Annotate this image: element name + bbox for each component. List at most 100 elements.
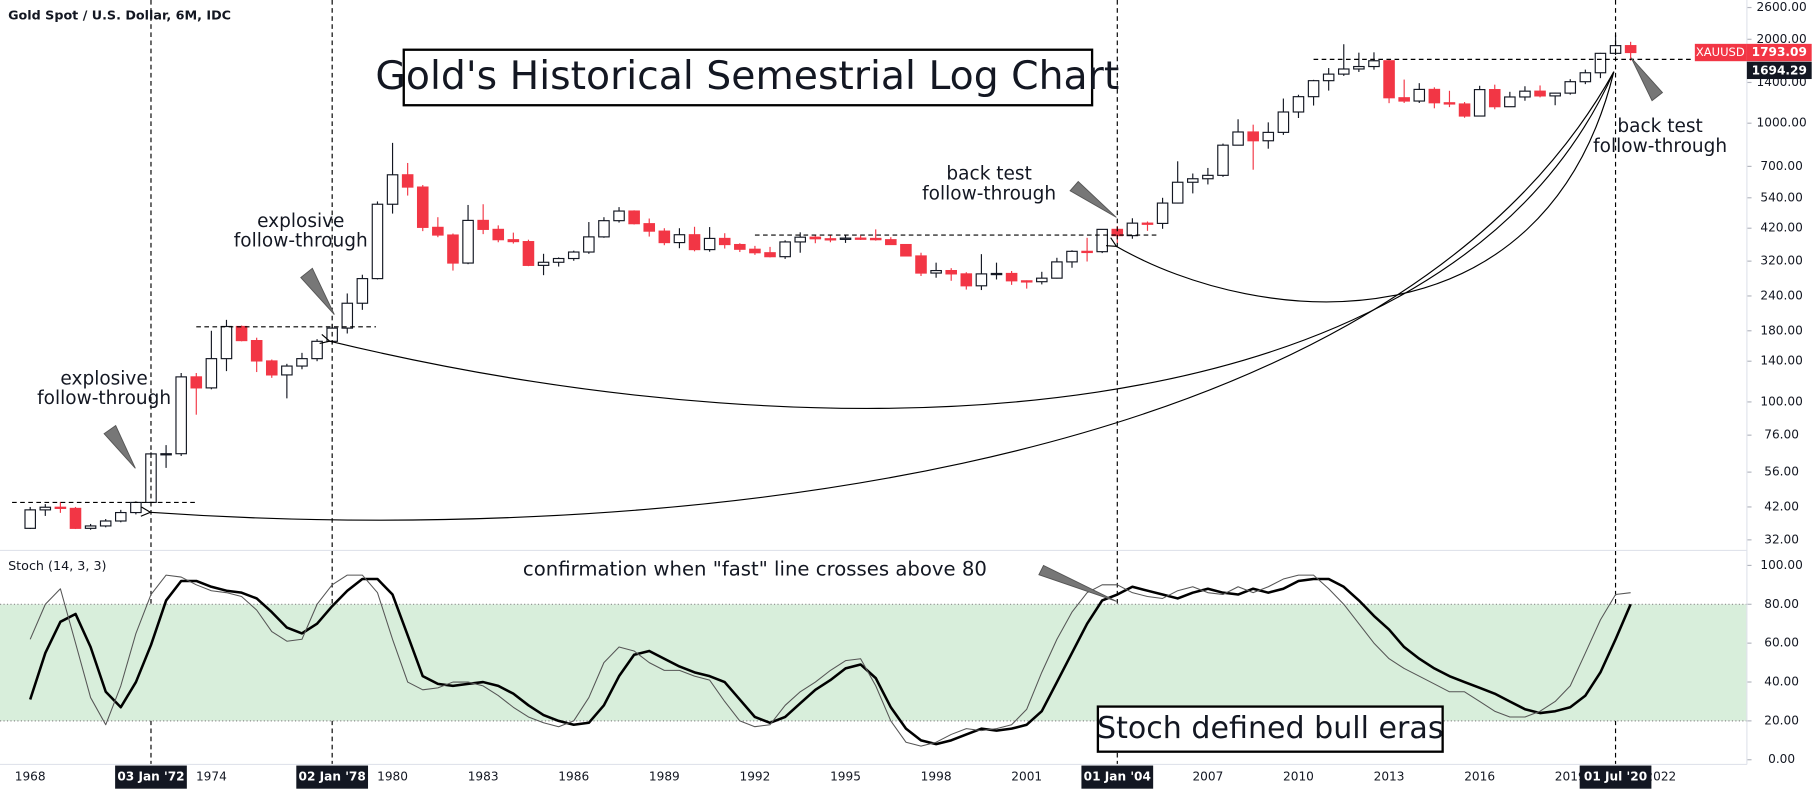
candle-body [1186,178,1199,183]
candle-body [115,511,127,522]
annotation: explosive [60,368,147,389]
y-tick-label: 2600.00 [1757,0,1807,14]
curves [150,71,1615,521]
chart-title: Gold's Historical Semestrial Log Chart [375,54,1119,99]
title-box [402,48,1094,107]
candle-body [401,174,414,188]
candle-body [24,509,36,529]
price-label: 1793.09 [1752,45,1807,59]
candle-body [54,506,67,509]
candle-body [1443,102,1456,105]
candle-body [1292,96,1305,113]
candle-body [1307,80,1320,98]
y-tick-label: 180.00 [1760,323,1802,337]
date-label: 02 Jan '78 [299,770,366,784]
y-tick-label: 56.00 [1764,465,1799,479]
x-tick-label: 2019 [1555,770,1586,784]
y-tick-label: 100.00 [1760,558,1802,572]
candle-body [1247,131,1259,142]
candle-body [432,226,444,236]
curved-arrow [150,71,1615,521]
candle-body [1096,228,1108,253]
candle-body [250,340,263,362]
curved-arrow [330,71,1615,409]
candle-body [1383,60,1395,99]
candle-body [356,278,369,304]
chart-subtitle: Gold Spot / U.S. Dollar, 6M, IDC [8,8,231,23]
candle-body [1202,174,1214,180]
x-tick-label: 2010 [1283,770,1314,784]
candle-body [869,237,882,241]
candle-body [160,453,172,456]
y-tick-label: 540.00 [1760,190,1802,204]
candle-body [960,273,973,287]
x-tick-label: 2007 [1192,770,1223,784]
candle-body [39,506,52,511]
candle-body [824,238,837,241]
candle-body [281,365,293,376]
x-tick-label: 1968 [15,770,46,784]
pointer-arrow [103,424,136,469]
pointer-arrow [300,267,335,315]
candle-body [235,325,248,342]
curved-arrow [1116,71,1615,303]
candle-body [205,358,218,389]
y-tick-label: 140.00 [1760,354,1802,368]
candle-body [265,360,278,376]
candle-body [447,234,459,264]
level-label: 1694.29 [1752,63,1807,77]
y-tick-label: 700.00 [1760,159,1802,173]
y-tick-label: 20.00 [1764,713,1799,727]
candle-body [1232,131,1244,146]
x-tick-label: 2001 [1011,770,1042,784]
stoch-line [28,577,1632,746]
candle-body [1413,88,1426,102]
candle-body [296,358,308,367]
candle-body [628,210,640,225]
candle-body [507,239,520,243]
price-tag [1746,43,1812,62]
y-tick-label: 420.00 [1760,221,1802,235]
x-tick-label: 1986 [558,770,589,784]
x-tick-label: 2022 [1645,770,1676,784]
candle-body [1473,89,1486,117]
level-tag [1746,61,1812,80]
candle-body [613,210,625,222]
y-tick-label: 42.00 [1764,499,1799,513]
annotation: follow-through [922,183,1056,204]
candle-body [462,219,474,264]
candle-body [1141,222,1154,225]
candle-body [930,269,942,274]
candle-body [764,252,776,258]
candle-body [220,325,233,360]
x-tick-label: 2016 [1464,770,1495,784]
candle-body [1368,60,1380,68]
candle-body [990,272,1003,276]
candle-body [477,219,489,230]
candle-body [537,261,550,266]
candle-body [1564,81,1577,94]
candle-body [688,234,701,251]
candle-body [311,340,323,360]
candle-body [1549,92,1561,97]
candle-body [854,237,867,240]
candle-body [1534,90,1546,97]
annotation: follow-through [1593,136,1727,157]
candle-body [1504,96,1516,108]
candle-body [552,257,565,263]
candle-body [718,237,731,246]
x-tick-label: 1989 [649,770,680,784]
date-tag [296,765,369,789]
x-tick-label: 1992 [739,770,770,784]
y-tick-label: 0.00 [1768,752,1795,766]
candle-body [69,507,82,529]
candle-body [522,241,535,266]
candle-body [1020,280,1033,283]
candle-body [885,239,897,246]
candle-body [900,243,912,257]
candle-body [492,228,505,241]
date-tag [1579,765,1652,789]
candle-body [915,255,927,274]
